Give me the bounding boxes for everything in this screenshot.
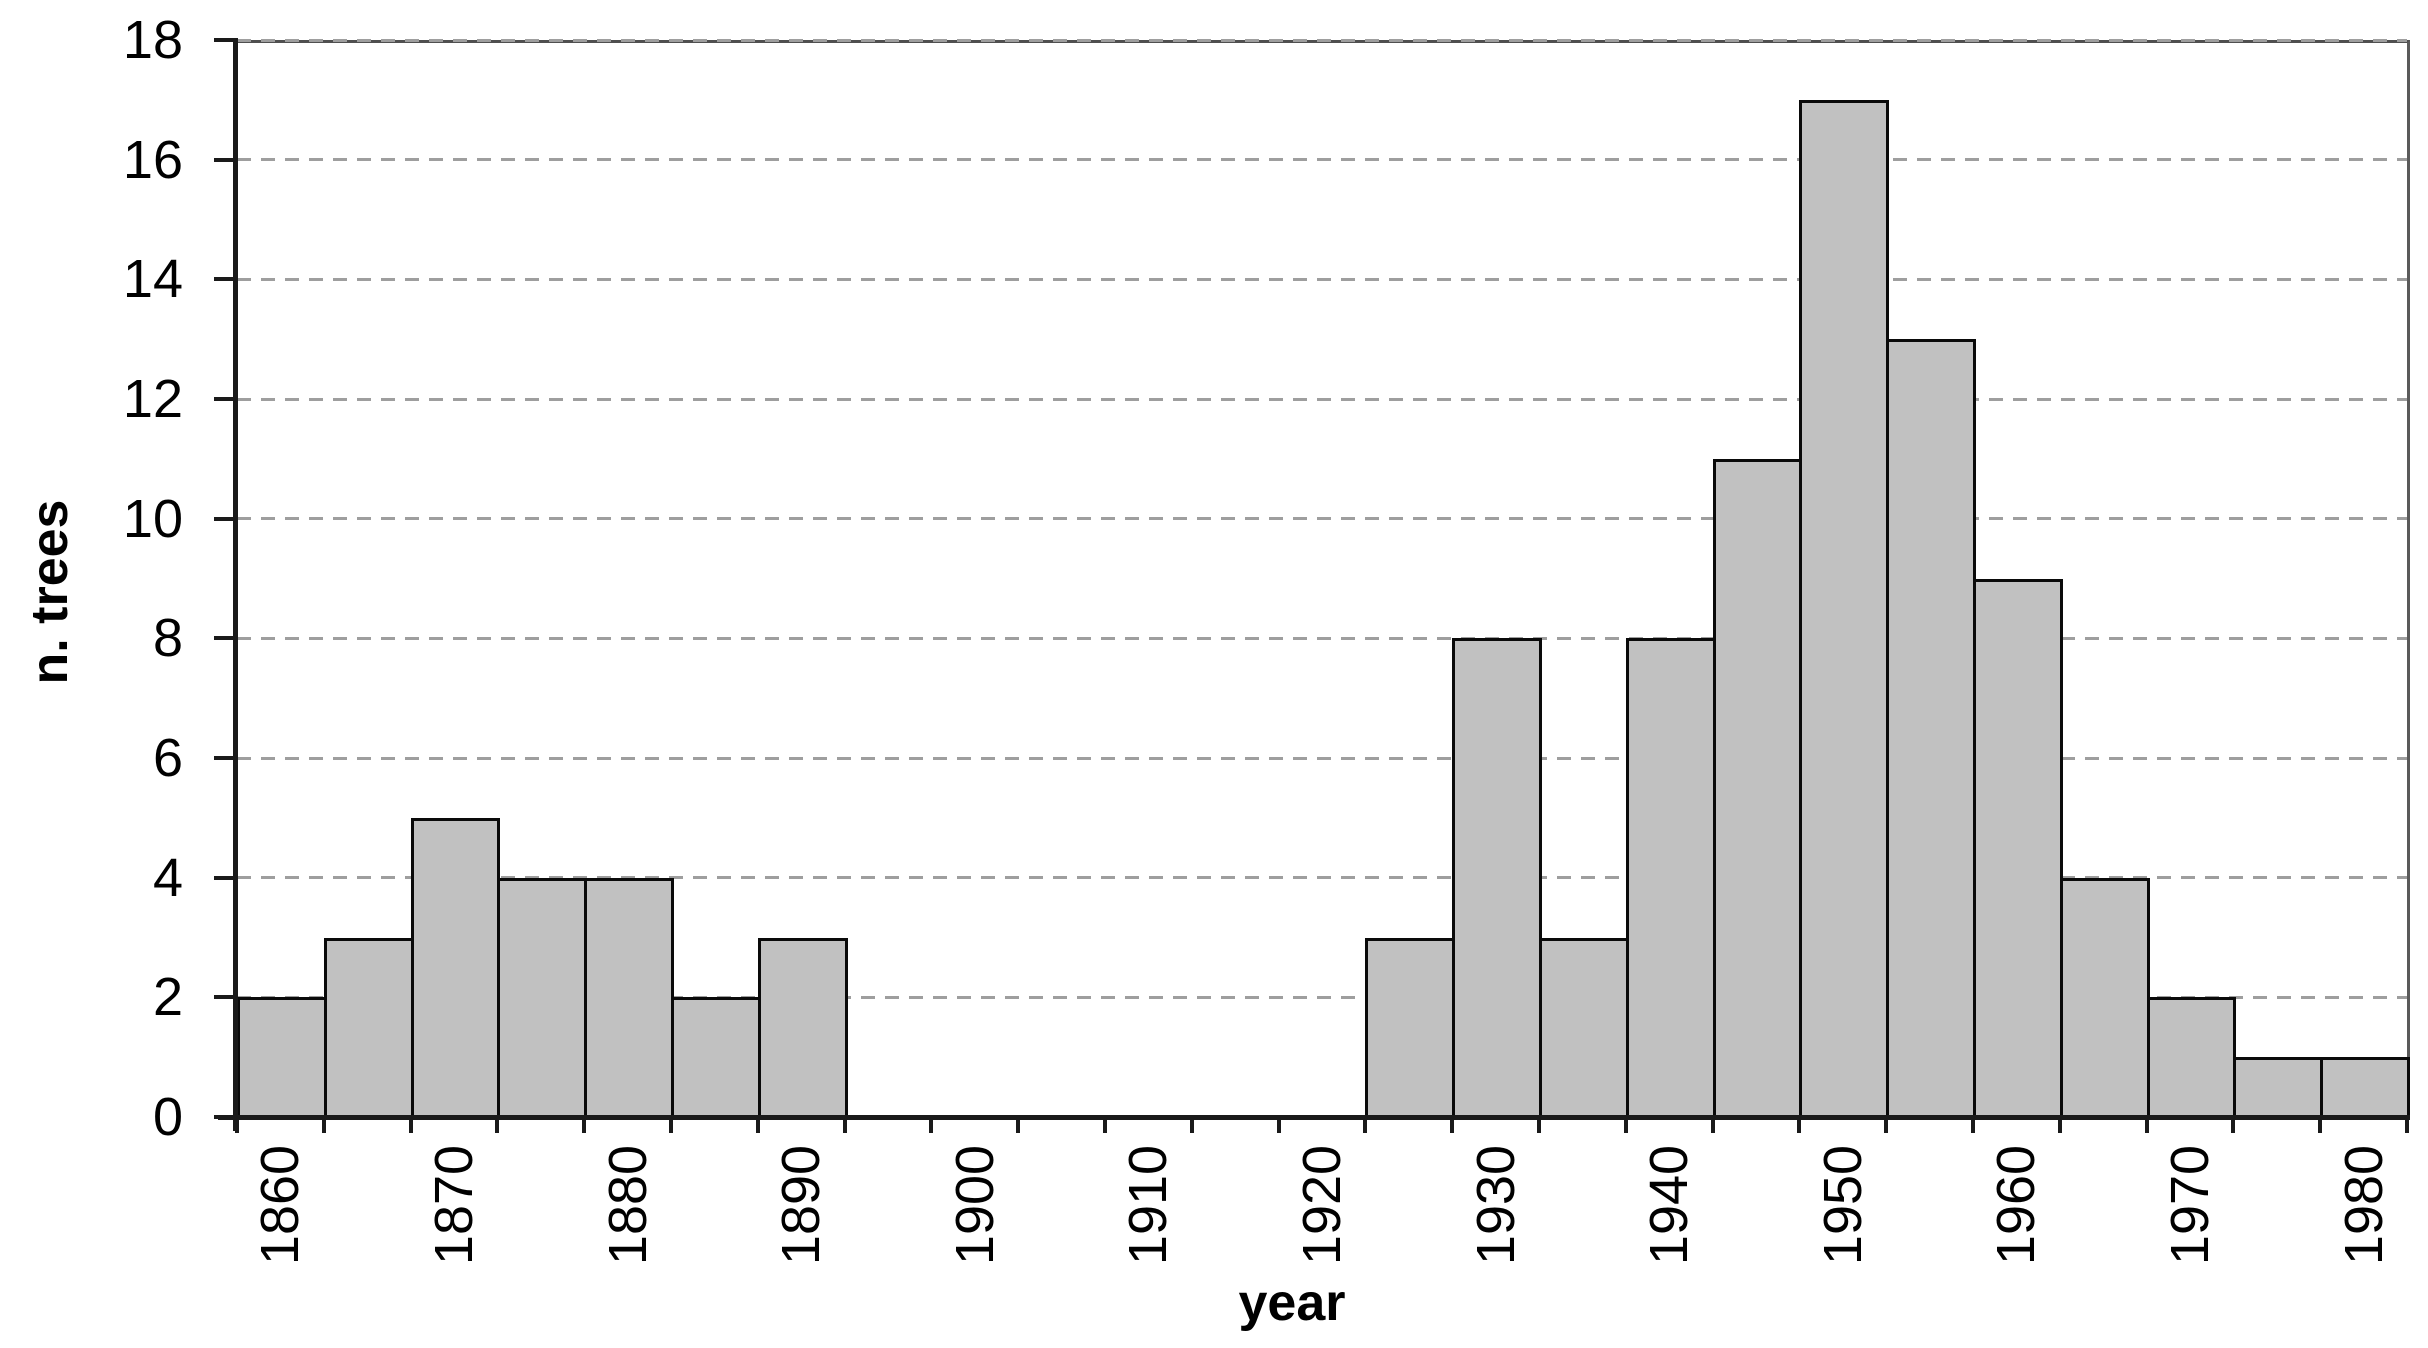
x-tick-label: 1920 xyxy=(1292,1144,1352,1266)
bar-1890 xyxy=(758,938,848,1120)
y-tick-4 xyxy=(214,876,233,880)
x-tick-label: 1980 xyxy=(2334,1144,2394,1266)
x-tick xyxy=(1277,1119,1281,1133)
x-tick xyxy=(1624,1119,1628,1133)
gridline-8 xyxy=(237,637,2407,640)
x-tick-label: 1960 xyxy=(1986,1144,2046,1266)
y-axis xyxy=(233,38,238,1131)
gridline-18 xyxy=(237,39,2407,42)
x-tick xyxy=(1190,1119,1194,1133)
x-tick-label: 1930 xyxy=(1466,1144,1526,1266)
x-tick xyxy=(1016,1119,1020,1133)
x-tick-label: 1860 xyxy=(250,1144,310,1266)
x-axis xyxy=(218,1115,2410,1120)
x-axis-title: year xyxy=(1238,1274,1346,1332)
x-tick xyxy=(929,1119,933,1133)
bar-1865 xyxy=(324,938,414,1120)
y-tick-14 xyxy=(214,277,233,281)
bar-1945 xyxy=(1713,459,1802,1120)
bar-1930 xyxy=(1452,638,1542,1120)
bar-1880 xyxy=(584,878,674,1120)
x-tick xyxy=(2405,1119,2409,1133)
x-tick-label: 1950 xyxy=(1813,1144,1873,1266)
bar-1955 xyxy=(1886,339,1976,1120)
bar-1975 xyxy=(2233,1057,2323,1120)
x-tick xyxy=(1711,1119,1715,1133)
y-tick-8 xyxy=(214,636,233,640)
x-tick xyxy=(2231,1119,2235,1133)
y-tick-10 xyxy=(214,517,233,521)
bar-1965 xyxy=(2060,878,2150,1120)
bar-1935 xyxy=(1539,938,1629,1120)
bar-1925 xyxy=(1365,938,1455,1120)
y-tick-label: 6 xyxy=(152,728,183,788)
gridline-12 xyxy=(237,398,2407,401)
x-tick xyxy=(409,1119,413,1133)
x-tick-label: 1970 xyxy=(2160,1144,2220,1266)
gridline-6 xyxy=(237,757,2407,760)
bar-1950 xyxy=(1799,100,1889,1120)
x-tick xyxy=(1971,1119,1975,1133)
gridline-2 xyxy=(237,996,2407,999)
x-tick-label: 1900 xyxy=(945,1144,1005,1266)
x-tick xyxy=(582,1119,586,1133)
x-tick-label: 1890 xyxy=(771,1144,831,1266)
x-tick xyxy=(235,1119,239,1133)
y-tick-6 xyxy=(214,756,233,760)
x-tick xyxy=(1797,1119,1801,1133)
bar-1980 xyxy=(2320,1057,2410,1120)
bar-1875 xyxy=(497,878,587,1120)
y-tick-label: 18 xyxy=(122,10,183,70)
bar-1860 xyxy=(237,997,327,1120)
y-tick-label: 8 xyxy=(152,608,183,668)
y-tick-label: 2 xyxy=(152,967,183,1027)
y-tick-18 xyxy=(214,38,233,42)
x-tick xyxy=(322,1119,326,1133)
x-tick-label: 1940 xyxy=(1639,1144,1699,1266)
x-tick xyxy=(2058,1119,2062,1133)
bar-1970 xyxy=(2147,997,2236,1120)
bar-1870 xyxy=(411,818,500,1120)
gridline-4 xyxy=(237,876,2407,879)
x-tick xyxy=(1103,1119,1107,1133)
y-axis-title: n. trees xyxy=(21,499,79,685)
x-tick xyxy=(669,1119,673,1133)
x-tick xyxy=(1363,1119,1367,1133)
x-tick xyxy=(1884,1119,1888,1133)
x-tick-label: 1880 xyxy=(598,1144,658,1266)
bar-1960 xyxy=(1973,579,2063,1120)
x-tick xyxy=(756,1119,760,1133)
y-tick-label: 12 xyxy=(122,369,183,429)
x-tick xyxy=(1537,1119,1541,1133)
x-tick xyxy=(2145,1119,2149,1133)
x-tick-label: 1870 xyxy=(424,1144,484,1266)
gridline-16 xyxy=(237,158,2407,161)
x-tick xyxy=(2318,1119,2322,1133)
y-tick-label: 10 xyxy=(122,489,183,549)
x-tick xyxy=(1450,1119,1454,1133)
y-tick-label: 0 xyxy=(152,1087,183,1147)
bar-1940 xyxy=(1626,638,1716,1120)
gridline-14 xyxy=(237,278,2407,281)
x-tick-label: 1910 xyxy=(1118,1144,1178,1266)
y-tick-16 xyxy=(214,158,233,162)
y-tick-label: 14 xyxy=(122,249,183,309)
y-tick-2 xyxy=(214,995,233,999)
y-tick-0 xyxy=(214,1115,233,1119)
y-tick-label: 16 xyxy=(122,130,183,190)
y-tick-12 xyxy=(214,397,233,401)
x-tick xyxy=(843,1119,847,1133)
y-tick-label: 4 xyxy=(152,848,183,908)
gridline-10 xyxy=(237,517,2407,520)
x-tick xyxy=(495,1119,499,1133)
bar-1885 xyxy=(671,997,761,1120)
